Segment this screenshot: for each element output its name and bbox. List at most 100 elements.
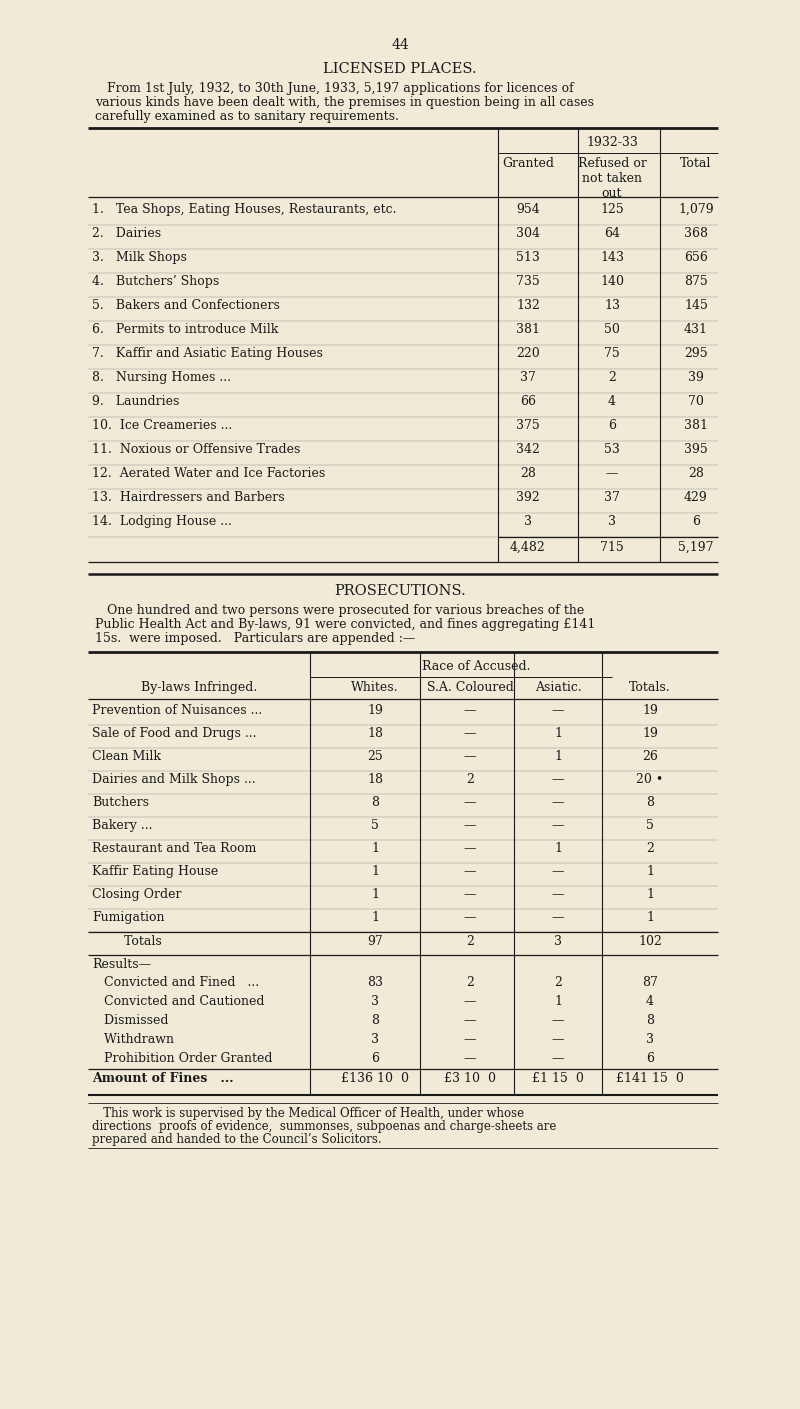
Text: S.A. Coloured: S.A. Coloured xyxy=(426,681,514,695)
Text: 2: 2 xyxy=(608,371,616,385)
Text: 431: 431 xyxy=(684,323,708,335)
Text: 9.   Laundries: 9. Laundries xyxy=(92,395,179,409)
Text: 6: 6 xyxy=(608,418,616,433)
Text: Totals: Totals xyxy=(92,936,162,948)
Text: 3: 3 xyxy=(646,1033,654,1045)
Text: —: — xyxy=(464,750,476,764)
Text: prepared and handed to the Council’s Solicitors.: prepared and handed to the Council’s Sol… xyxy=(92,1133,382,1146)
Text: This work is supervised by the Medical Officer of Health, under whose: This work is supervised by the Medical O… xyxy=(92,1107,524,1120)
Text: —: — xyxy=(606,466,618,480)
Text: 6: 6 xyxy=(692,516,700,528)
Text: Kaffir Eating House: Kaffir Eating House xyxy=(92,865,218,878)
Text: By-laws Infringed.: By-laws Infringed. xyxy=(141,681,257,695)
Text: From 1st July, 1932, to 30th June, 1933, 5,197 applications for licences of: From 1st July, 1932, to 30th June, 1933,… xyxy=(95,82,574,94)
Text: 20 •: 20 • xyxy=(636,774,664,786)
Text: 75: 75 xyxy=(604,347,620,361)
Text: 97: 97 xyxy=(367,936,383,948)
Text: 2: 2 xyxy=(466,774,474,786)
Text: Dairies and Milk Shops ...: Dairies and Milk Shops ... xyxy=(92,774,256,786)
Text: 18: 18 xyxy=(367,727,383,740)
Text: Amount of Fines   ...: Amount of Fines ... xyxy=(92,1072,234,1085)
Text: —: — xyxy=(552,865,564,878)
Text: 8: 8 xyxy=(646,796,654,809)
Text: 1932-33: 1932-33 xyxy=(586,137,638,149)
Text: 2: 2 xyxy=(554,976,562,989)
Text: 4.   Butchers’ Shops: 4. Butchers’ Shops xyxy=(92,275,219,287)
Text: Butchers: Butchers xyxy=(92,796,149,809)
Text: 64: 64 xyxy=(604,227,620,240)
Text: 381: 381 xyxy=(516,323,540,335)
Text: 4,482: 4,482 xyxy=(510,541,546,554)
Text: Granted: Granted xyxy=(502,156,554,170)
Text: —: — xyxy=(464,843,476,855)
Text: —: — xyxy=(464,1014,476,1027)
Text: 3: 3 xyxy=(371,1033,379,1045)
Text: 1: 1 xyxy=(371,912,379,924)
Text: 656: 656 xyxy=(684,251,708,263)
Text: Sale of Food and Drugs ...: Sale of Food and Drugs ... xyxy=(92,727,257,740)
Text: various kinds have been dealt with, the premises in question being in all cases: various kinds have been dealt with, the … xyxy=(95,96,594,108)
Text: Public Health Act and By-laws, 91 were convicted, and fines aggregating £141: Public Health Act and By-laws, 91 were c… xyxy=(95,619,595,631)
Text: Total: Total xyxy=(680,156,712,170)
Text: 3.   Milk Shops: 3. Milk Shops xyxy=(92,251,187,263)
Text: Totals.: Totals. xyxy=(629,681,671,695)
Text: Restaurant and Tea Room: Restaurant and Tea Room xyxy=(92,843,256,855)
Text: 1: 1 xyxy=(554,727,562,740)
Text: £136 10  0: £136 10 0 xyxy=(341,1072,409,1085)
Text: 15s.  were imposed.   Particulars are appended :—: 15s. were imposed. Particulars are appen… xyxy=(95,633,415,645)
Text: 26: 26 xyxy=(642,750,658,764)
Text: 2.   Dairies: 2. Dairies xyxy=(92,227,161,240)
Text: Results—: Results— xyxy=(92,958,151,971)
Text: 1,079: 1,079 xyxy=(678,203,714,216)
Text: 8: 8 xyxy=(371,1014,379,1027)
Text: 13: 13 xyxy=(604,299,620,311)
Text: 1: 1 xyxy=(371,888,379,900)
Text: £3 10  0: £3 10 0 xyxy=(444,1072,496,1085)
Text: 3: 3 xyxy=(524,516,532,528)
Text: 28: 28 xyxy=(520,466,536,480)
Text: 8: 8 xyxy=(646,1014,654,1027)
Text: —: — xyxy=(552,704,564,717)
Text: —: — xyxy=(464,727,476,740)
Text: 735: 735 xyxy=(516,275,540,287)
Text: PROSECUTIONS.: PROSECUTIONS. xyxy=(334,583,466,597)
Text: 19: 19 xyxy=(367,704,383,717)
Text: —: — xyxy=(552,774,564,786)
Text: 8: 8 xyxy=(371,796,379,809)
Text: carefully examined as to sanitary requirements.: carefully examined as to sanitary requir… xyxy=(95,110,399,123)
Text: LICENSED PLACES.: LICENSED PLACES. xyxy=(323,62,477,76)
Text: 304: 304 xyxy=(516,227,540,240)
Text: —: — xyxy=(464,865,476,878)
Text: 429: 429 xyxy=(684,490,708,504)
Text: Prevention of Nuisances ...: Prevention of Nuisances ... xyxy=(92,704,262,717)
Text: 7.   Kaffir and Asiatic Eating Houses: 7. Kaffir and Asiatic Eating Houses xyxy=(92,347,323,361)
Text: 6: 6 xyxy=(371,1053,379,1065)
Text: 1: 1 xyxy=(554,750,562,764)
Text: 5: 5 xyxy=(371,819,379,831)
Text: Whites.: Whites. xyxy=(351,681,398,695)
Text: 87: 87 xyxy=(642,976,658,989)
Text: 2: 2 xyxy=(466,936,474,948)
Text: 513: 513 xyxy=(516,251,540,263)
Text: Refused or
not taken
out: Refused or not taken out xyxy=(578,156,646,200)
Text: 83: 83 xyxy=(367,976,383,989)
Text: 3: 3 xyxy=(371,995,379,1007)
Text: 342: 342 xyxy=(516,442,540,457)
Text: 145: 145 xyxy=(684,299,708,311)
Text: —: — xyxy=(464,1033,476,1045)
Text: Asiatic.: Asiatic. xyxy=(534,681,582,695)
Text: Race of Accused.: Race of Accused. xyxy=(422,659,530,674)
Text: 392: 392 xyxy=(516,490,540,504)
Text: Convicted and Fined   ...: Convicted and Fined ... xyxy=(92,976,259,989)
Text: 125: 125 xyxy=(600,203,624,216)
Text: —: — xyxy=(464,888,476,900)
Text: 1: 1 xyxy=(646,865,654,878)
Text: 19: 19 xyxy=(642,727,658,740)
Text: 140: 140 xyxy=(600,275,624,287)
Text: 102: 102 xyxy=(638,936,662,948)
Text: 37: 37 xyxy=(520,371,536,385)
Text: 381: 381 xyxy=(684,418,708,433)
Text: 1: 1 xyxy=(371,843,379,855)
Text: —: — xyxy=(552,912,564,924)
Text: 4: 4 xyxy=(608,395,616,409)
